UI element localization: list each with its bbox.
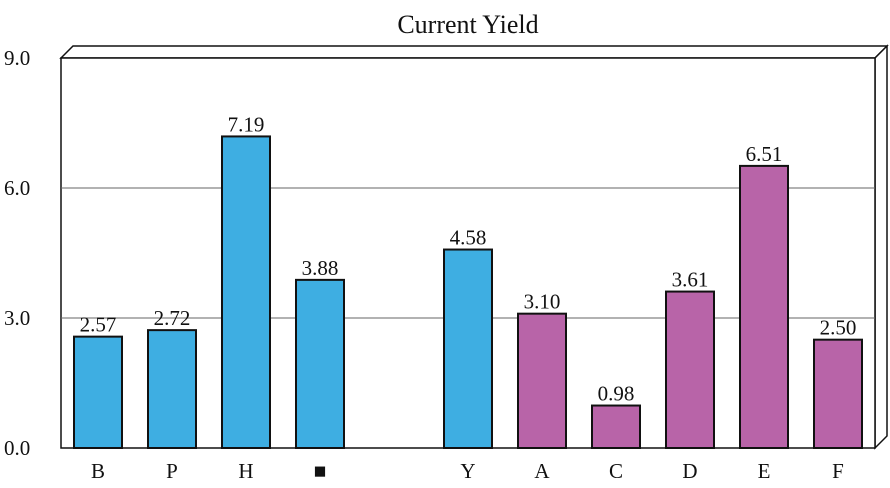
category-label: H [238, 459, 253, 483]
bars [73, 135, 863, 450]
category-label: P [166, 459, 178, 483]
chart-title: Current Yield [397, 10, 538, 39]
bar [73, 335, 123, 449]
bar [591, 404, 641, 449]
category-label: F [832, 459, 844, 483]
data-label: 6.51 [746, 142, 783, 166]
frame-right-face [874, 44, 888, 450]
category-label: B [91, 459, 105, 483]
category-label: C [609, 459, 623, 483]
category-label: E [758, 459, 771, 483]
bar [665, 290, 715, 450]
y-tick-label: 9.0 [4, 46, 30, 70]
data-label: 3.10 [524, 290, 561, 314]
data-labels: 2.57 2.72 7.19 3.88 4.58 3.10 0.98 3.61 6.51 2.50 [80, 112, 857, 405]
y-tick-label: 6.0 [4, 176, 30, 200]
data-label: 2.72 [154, 306, 191, 330]
data-label: 7.19 [228, 112, 265, 136]
bar [443, 248, 493, 449]
data-label: 0.98 [598, 382, 635, 406]
category-labels: B P H ■ Y A C D E F [91, 459, 844, 483]
y-tick-label: 3.0 [4, 306, 30, 330]
bar [295, 278, 345, 449]
bar [813, 338, 863, 449]
bar [147, 329, 197, 449]
bar [517, 312, 567, 449]
category-label: A [534, 459, 550, 483]
y-tick-label: 0.0 [4, 436, 30, 460]
data-label: 3.88 [302, 256, 339, 280]
data-label: 4.58 [450, 226, 487, 250]
bar [739, 164, 789, 449]
category-label: D [682, 459, 697, 483]
category-label: Y [460, 459, 475, 483]
bar [221, 135, 271, 450]
data-label: 2.57 [80, 313, 117, 337]
category-label: ■ [314, 459, 327, 483]
y-axis-ticks: 0.0 3.0 6.0 9.0 [4, 46, 30, 460]
data-label: 2.50 [820, 316, 857, 340]
data-label: 3.61 [672, 268, 709, 292]
frame-top-face [59, 45, 889, 59]
